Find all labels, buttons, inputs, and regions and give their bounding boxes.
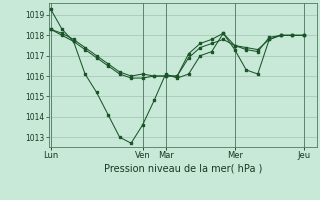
X-axis label: Pression niveau de la mer( hPa ): Pression niveau de la mer( hPa ): [104, 163, 262, 173]
